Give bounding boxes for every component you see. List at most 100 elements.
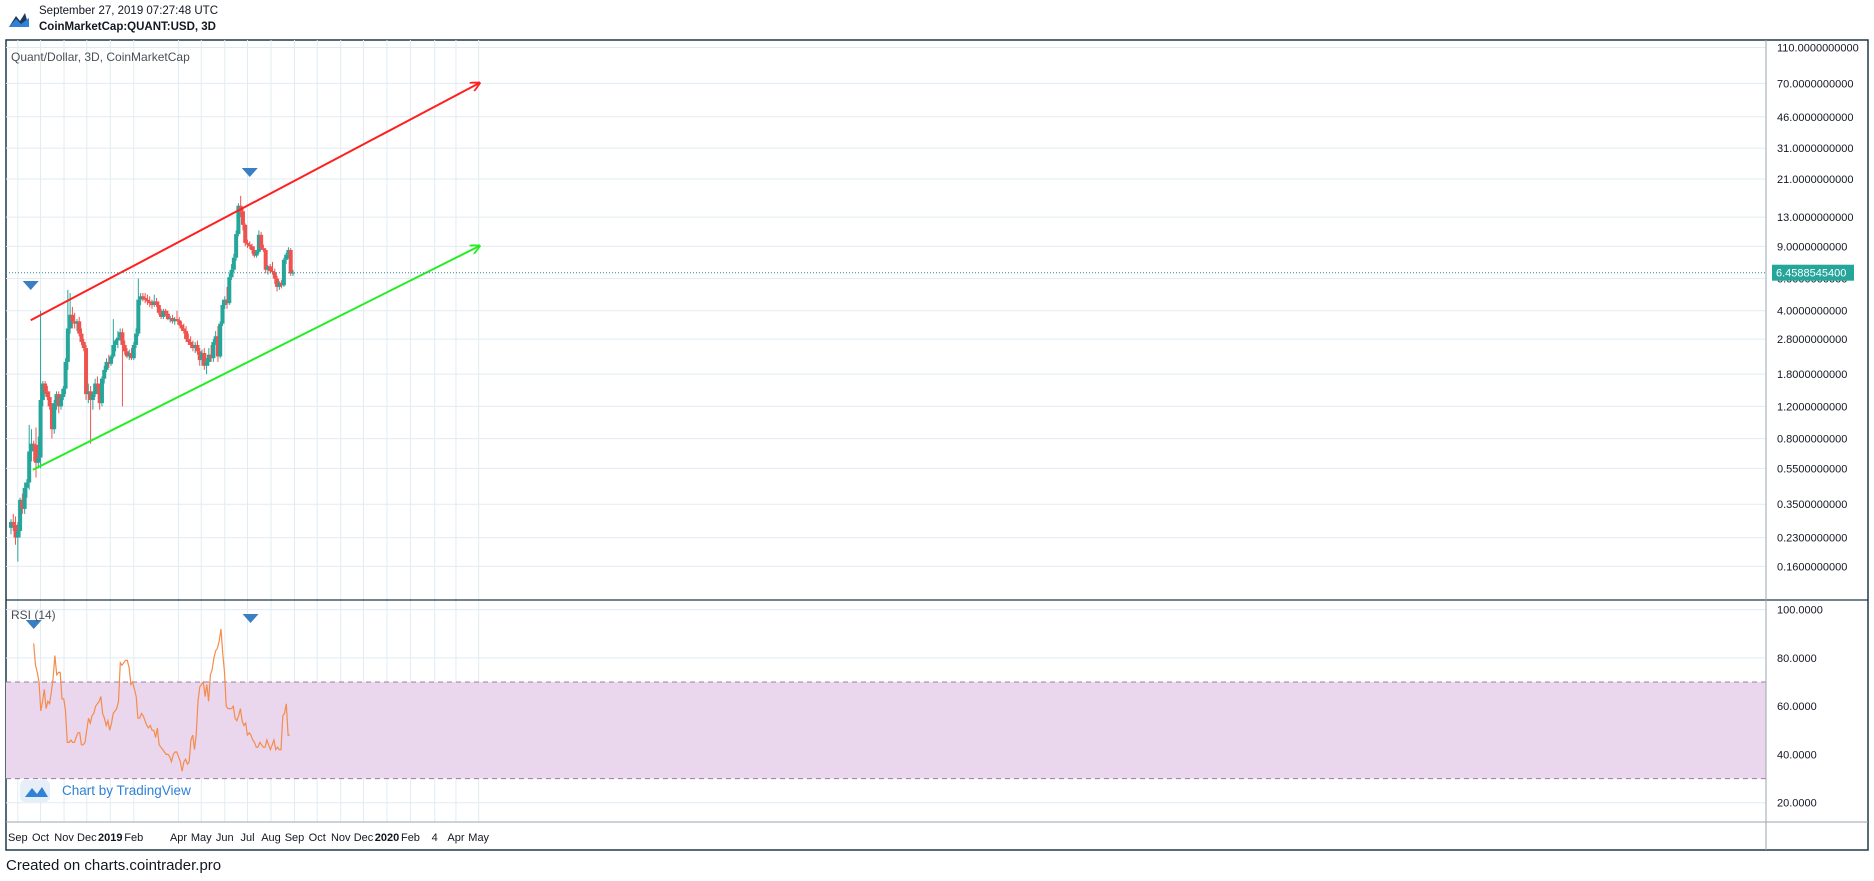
candle-body (288, 249, 293, 274)
price-candles (9, 195, 295, 562)
time-axis-label: Apr (447, 832, 464, 844)
candle-body (45, 391, 50, 398)
candle-body (263, 249, 268, 270)
candle-body (188, 341, 193, 345)
candle-body (149, 303, 154, 306)
peak-marker (241, 168, 258, 177)
candle-body (195, 344, 200, 352)
candle-body (170, 318, 175, 322)
candle-body (206, 354, 211, 362)
rsi-peak-marker (25, 620, 42, 629)
time-axis-label: 2020 (375, 832, 399, 844)
support-trendline (32, 246, 479, 471)
candle-body (9, 521, 13, 528)
tradingview-watermark[interactable]: Chart by TradingView (20, 780, 191, 802)
candle-body (138, 296, 143, 300)
candle-body (143, 297, 148, 300)
candle-body (281, 259, 286, 286)
symbol-label: CoinMarketCap:QUANT:USD, 3D (39, 21, 216, 33)
candle-body (218, 323, 223, 357)
candle-body (111, 344, 116, 357)
watermark-text[interactable]: Chart by TradingView (62, 783, 191, 798)
candle-body (88, 391, 93, 401)
price-axis-label: 0.3500000000 (1777, 499, 1847, 511)
candle-body (243, 224, 248, 243)
candle-body (277, 282, 282, 287)
candle-body (84, 348, 89, 395)
rsi-axis-label: 40.0000 (1777, 749, 1817, 761)
candle-body (156, 305, 161, 313)
candle-body (72, 321, 77, 324)
candle-body (200, 352, 205, 361)
candle-body (136, 299, 141, 334)
time-axis-label: Feb (124, 832, 143, 844)
candle-body (272, 272, 277, 279)
time-axis-label: Oct (32, 832, 49, 844)
candle-body (38, 400, 43, 458)
candle-body (147, 301, 152, 304)
chart-frame (5, 39, 1869, 851)
candle-body (261, 248, 266, 250)
price-axis-label: 110.0000000000 (1777, 43, 1859, 55)
rsi-axis-label: 80.0000 (1777, 653, 1817, 665)
candle-body (131, 344, 136, 359)
candle-body (102, 369, 107, 379)
candle-body (184, 330, 189, 340)
price-axis-label: 9.0000000000 (1777, 241, 1847, 253)
candle-body (134, 333, 139, 345)
candle-body (286, 249, 291, 255)
candle-body (193, 344, 198, 349)
rsi-overbought-oversold-band (6, 682, 1766, 779)
price-axis-label: 0.5500000000 (1777, 463, 1847, 475)
candle-body (245, 242, 250, 245)
time-axis-label: Oct (309, 832, 326, 844)
candle-body (49, 406, 54, 430)
last-price-tag (1772, 264, 1854, 281)
candle-body (265, 266, 270, 270)
candle-body (68, 314, 73, 329)
candle-body (31, 443, 36, 445)
candle-body (259, 234, 264, 249)
candle-body (163, 310, 168, 314)
candle-body (279, 282, 284, 286)
time-axis-label: Aug (261, 832, 281, 844)
candle-body (229, 269, 234, 278)
candle-body (202, 352, 207, 366)
candle-body (290, 272, 295, 274)
candle-body (56, 394, 61, 407)
price-axis-label: 0.1600000000 (1777, 561, 1847, 573)
candle-body (190, 344, 195, 349)
candle-body (140, 296, 145, 298)
candle-body (247, 244, 252, 247)
candle-body (234, 234, 239, 258)
candle-body (15, 530, 20, 538)
axes: Sep Oct Nov Dec 2019 Feb Apr May Jun Jul Aug Sep Oct… (8, 43, 1859, 844)
time-axis-label: May (468, 832, 489, 844)
candle-body (145, 299, 150, 302)
last-price-value: 6.4588545400 (1776, 268, 1846, 280)
candle-body (74, 321, 79, 324)
candle-body (113, 340, 118, 345)
peak-marker (22, 281, 39, 290)
candle-body (124, 351, 129, 357)
footer-credit: Created on charts.cointrader.pro (6, 857, 222, 874)
price-axis-label: 46.0000000000 (1777, 112, 1853, 124)
candle-body (270, 270, 275, 273)
candle-body (154, 301, 159, 306)
candle-body (172, 319, 177, 322)
candle-body (34, 444, 39, 463)
candle-body (79, 333, 84, 342)
candle-body (81, 341, 86, 349)
price-axis-label: 4.0000000000 (1777, 306, 1847, 318)
candle-body (86, 391, 91, 395)
time-axis-label: Dec (77, 832, 97, 844)
candle-body (227, 277, 232, 304)
time-axis-label: Sep (285, 832, 305, 844)
candle-body (220, 305, 225, 324)
candle-body (252, 249, 257, 256)
price-axis-label: 1.2000000000 (1777, 401, 1847, 413)
time-axis-label: Jul (240, 832, 254, 844)
candle-body (93, 383, 98, 395)
time-axis-label: Nov (54, 832, 74, 844)
